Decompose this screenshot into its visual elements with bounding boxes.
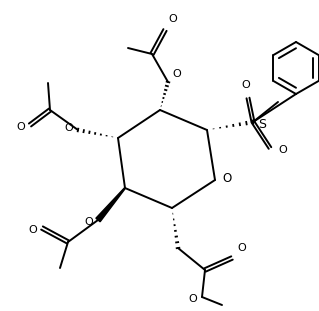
Text: O: O (64, 123, 73, 133)
Text: O: O (16, 122, 25, 132)
Text: O: O (168, 14, 177, 24)
Text: O: O (237, 243, 246, 253)
Text: O: O (172, 69, 181, 79)
Text: O: O (241, 80, 250, 90)
Text: O: O (84, 217, 93, 227)
Polygon shape (96, 188, 125, 222)
Text: S: S (258, 118, 266, 131)
Text: O: O (278, 145, 287, 155)
Text: O: O (28, 225, 37, 235)
Text: O: O (188, 294, 197, 304)
Text: O: O (222, 171, 231, 184)
